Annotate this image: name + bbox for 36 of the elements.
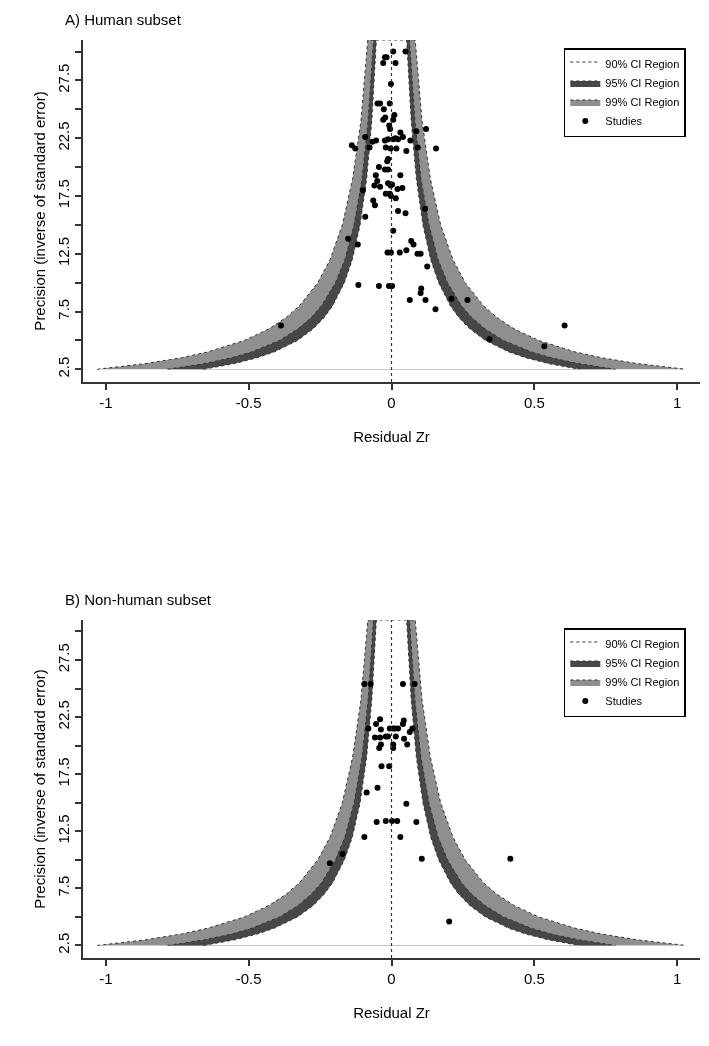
x-tick-label: 1 — [672, 393, 682, 411]
legend-label: Studies — [605, 115, 643, 128]
x-tick-label: -0.5 — [235, 969, 262, 987]
y-tick-label: 27.5 — [55, 643, 73, 673]
y-tick-label: 22.5 — [55, 121, 73, 151]
x-tick-label: -0.5 — [235, 393, 262, 411]
x-tick-label: 0 — [387, 969, 396, 987]
legend-label: 90% CI Region — [605, 638, 680, 651]
chart-title: B) Non-human subset — [65, 591, 212, 608]
y-tick-label: 7.5 — [55, 298, 73, 320]
x-tick-label: -1 — [99, 393, 113, 411]
y-tick-label: 12.5 — [55, 236, 73, 267]
legend-label: 95% CI Region — [605, 657, 680, 670]
x-tick-label: 0.5 — [523, 969, 545, 987]
legend-label: Studies — [605, 695, 643, 708]
y-tick-label: 27.5 — [55, 63, 73, 93]
x-axis-title: Residual Zr — [353, 428, 430, 446]
y-tick-label: 22.5 — [55, 700, 73, 730]
y-tick-label: 2.5 — [55, 356, 73, 378]
legend-label: 95% CI Region — [605, 77, 680, 90]
y-tick-label: 7.5 — [55, 875, 73, 897]
x-tick-label: -1 — [99, 969, 113, 987]
x-tick-label: 0 — [387, 393, 396, 411]
legend-label: 99% CI Region — [605, 96, 680, 109]
legend-label: 90% CI Region — [605, 58, 680, 71]
x-tick-label: 0.5 — [523, 393, 545, 411]
y-tick-label: 17.5 — [55, 757, 73, 787]
y-axis-title: Precision (inverse of standard error) — [31, 91, 48, 331]
legend-label: 99% CI Region — [605, 676, 680, 689]
x-tick-label: 1 — [672, 969, 682, 987]
y-tick-label: 17.5 — [55, 179, 73, 209]
y-tick-label: 2.5 — [55, 932, 73, 954]
x-axis-title: Residual Zr — [353, 1004, 430, 1022]
y-tick-label: 12.5 — [55, 814, 73, 844]
y-axis-title: Precision (inverse of standard error) — [31, 669, 48, 909]
chart-title: A) Human subset — [65, 11, 182, 28]
